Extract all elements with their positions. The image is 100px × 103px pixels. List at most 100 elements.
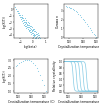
Point [36, 34, 38, 35]
Point [29, 28, 30, 29]
Point [25, 27, 27, 29]
Point [39, 43, 41, 44]
Point [32, 31, 33, 32]
Point [36, 67, 37, 69]
X-axis label: Crystallization temperature (C): Crystallization temperature (C) [8, 100, 54, 103]
Point [38, 42, 39, 43]
Point [32, 35, 34, 36]
Point [34, 64, 35, 66]
Point [26, 26, 28, 28]
Point [38, 70, 39, 72]
Point [27, 26, 28, 28]
Point [15, 8, 17, 10]
Point [69, 7, 71, 8]
Point [36, 37, 37, 39]
Point [35, 31, 36, 33]
Point [30, 28, 32, 29]
X-axis label: Crystallization temperature (C): Crystallization temperature (C) [58, 100, 100, 103]
Point [94, 35, 96, 36]
Point [32, 29, 34, 31]
Point [86, 23, 88, 25]
Point [40, 74, 41, 76]
Point [41, 45, 43, 46]
Point [42, 47, 44, 49]
Point [34, 28, 35, 30]
Point [30, 29, 31, 31]
Point [23, 24, 25, 25]
Point [40, 44, 42, 46]
Point [42, 45, 43, 47]
Point [34, 37, 36, 39]
Point [39, 38, 41, 40]
Point [35, 36, 36, 37]
Point [21, 20, 23, 22]
Point [19, 12, 20, 13]
Point [20, 16, 22, 18]
Point [74, 9, 75, 11]
Y-axis label: log(K(T)): log(K(T)) [3, 69, 7, 82]
Point [29, 24, 30, 25]
Point [32, 62, 34, 64]
Point [26, 59, 28, 61]
Point [28, 29, 30, 31]
Point [76, 11, 78, 13]
Point [82, 18, 83, 19]
Point [92, 31, 93, 32]
Point [79, 14, 81, 16]
Point [30, 33, 32, 35]
Point [28, 60, 30, 61]
Point [30, 31, 32, 33]
Point [45, 90, 47, 92]
Point [36, 38, 38, 40]
Y-axis label: Ozawa n: Ozawa n [56, 15, 60, 28]
Point [40, 41, 42, 43]
Point [31, 26, 33, 28]
Point [23, 19, 25, 21]
Point [34, 30, 36, 32]
Point [68, 6, 70, 8]
Point [19, 16, 21, 18]
Point [33, 36, 34, 37]
Point [38, 38, 39, 40]
Point [15, 65, 16, 67]
Point [43, 84, 45, 86]
Point [28, 23, 30, 24]
Point [38, 39, 40, 41]
Point [24, 21, 26, 23]
Point [26, 21, 27, 23]
Point [35, 33, 37, 35]
Point [23, 17, 24, 19]
Point [24, 26, 26, 27]
Point [80, 16, 82, 18]
Point [34, 33, 35, 34]
Point [24, 23, 26, 25]
Point [29, 31, 31, 33]
Point [32, 28, 33, 29]
Point [33, 30, 35, 32]
Point [42, 79, 43, 81]
Point [23, 21, 25, 23]
Point [27, 24, 29, 26]
Point [37, 34, 39, 35]
Point [31, 33, 33, 34]
Point [37, 32, 38, 34]
Point [16, 10, 18, 12]
Point [39, 37, 40, 39]
Point [35, 39, 37, 40]
Point [30, 60, 32, 62]
Point [90, 29, 92, 30]
Point [33, 34, 34, 36]
Point [28, 30, 29, 32]
Point [36, 35, 38, 37]
Point [89, 27, 90, 28]
Point [26, 23, 28, 25]
Point [28, 26, 30, 28]
Point [25, 22, 27, 24]
Point [65, 5, 67, 6]
Point [32, 32, 34, 34]
Point [66, 6, 68, 7]
Point [20, 14, 21, 15]
Point [18, 62, 20, 64]
Point [40, 40, 41, 42]
Point [96, 36, 97, 37]
